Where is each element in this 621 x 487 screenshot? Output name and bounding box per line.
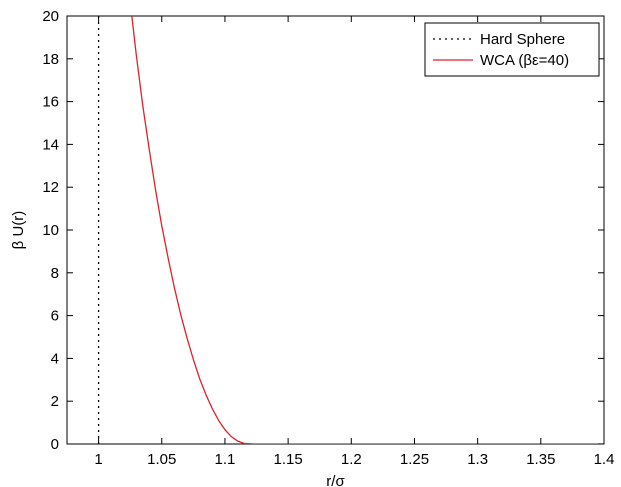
x-tick-label: 1 xyxy=(94,451,102,468)
legend-hard-sphere-label: Hard Sphere xyxy=(480,31,565,48)
legend-wca-label: WCA (βε=40) xyxy=(480,52,569,69)
legend-box xyxy=(424,22,600,77)
y-tick-label: 0 xyxy=(51,436,59,453)
x-tick-label: 1.2 xyxy=(341,451,362,468)
x-tick-label: 1.25 xyxy=(400,451,429,468)
y-tick-label: 16 xyxy=(42,94,59,111)
x-tick-label: 1.3 xyxy=(467,451,488,468)
x-tick-label: 1.35 xyxy=(526,451,555,468)
x-tick-label: 1.1 xyxy=(215,451,236,468)
legend: Hard Sphere WCA (βε=40) xyxy=(424,22,600,77)
y-tick-label: 18 xyxy=(42,51,59,68)
y-tick-label: 8 xyxy=(51,265,59,282)
y-axis-ticks: 0 2 4 6 8 10 12 14 16 18 20 xyxy=(42,8,604,453)
series-group xyxy=(97,16,604,444)
x-tick-label: 1.4 xyxy=(594,451,615,468)
y-tick-label: 6 xyxy=(51,308,59,325)
y-tick-label: 4 xyxy=(51,350,59,367)
y-axis-label: β U(r) xyxy=(10,211,27,250)
x-axis-ticks: 1 1.05 1.1 1.15 1.2 1.25 1.3 1.35 1.4 xyxy=(94,16,614,468)
x-axis-label: r/σ xyxy=(326,473,345,487)
y-tick-label: 2 xyxy=(51,393,59,410)
wca-curve xyxy=(131,16,604,444)
y-tick-label: 12 xyxy=(42,179,59,196)
plot-area xyxy=(66,15,605,445)
y-tick-label: 10 xyxy=(42,222,59,239)
y-tick-label: 14 xyxy=(42,136,59,153)
x-tick-label: 1.05 xyxy=(147,451,176,468)
axes-frame xyxy=(66,15,605,445)
y-tick-label: 20 xyxy=(42,8,59,25)
x-tick-label: 1.15 xyxy=(274,451,303,468)
